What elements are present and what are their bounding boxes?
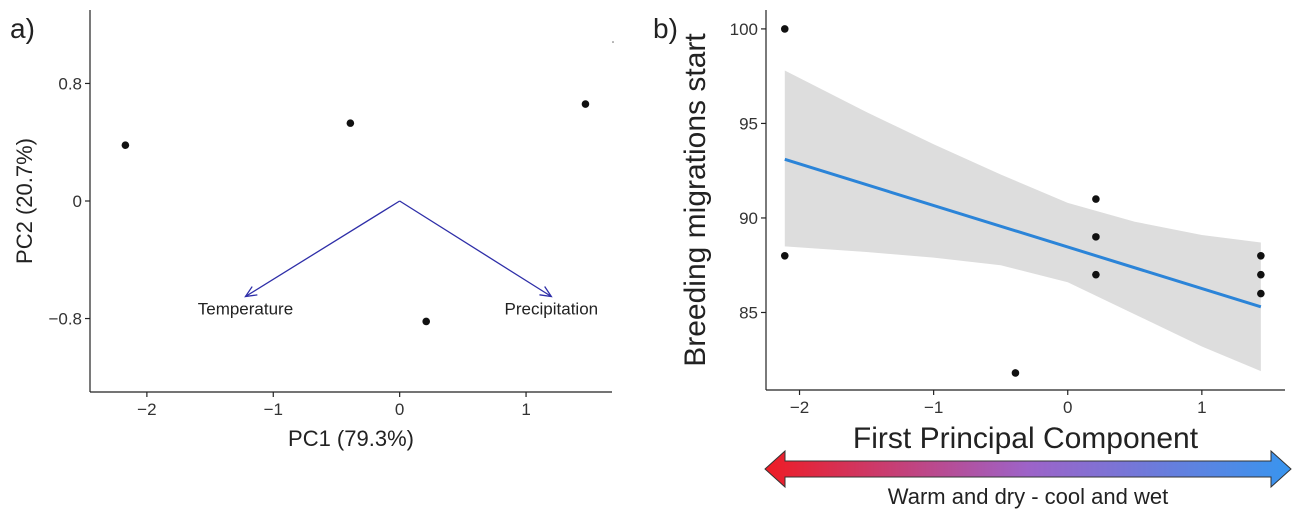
loading-arrowhead [244, 286, 258, 298]
gradient-arrow-label: Warm and dry - cool and wet [888, 484, 1168, 509]
y-tick-label: −0.8 [48, 310, 82, 329]
y-tick-label: 85 [739, 304, 758, 323]
pca-point [346, 119, 355, 127]
panel-a-label: a) [10, 13, 35, 44]
migration-point [1257, 251, 1265, 260]
loading-arrow-precipitation [399, 200, 552, 298]
x-tick-label: −2 [790, 398, 809, 417]
regression-line [784, 157, 1262, 309]
pca-point [422, 317, 431, 326]
migration-point [780, 25, 789, 33]
migration-point [1092, 233, 1100, 241]
x-axis-title: First Principal Component [853, 422, 1199, 455]
pca-biplot-panel: a) −2 −1 0 1 −0.8 0 0.8 PC1 (79.3%) PC2 (20.7%) T… [10, 10, 614, 451]
confidence-band [784, 70, 1261, 372]
y-tick-label: 0 [73, 192, 82, 211]
pca-point [121, 141, 130, 149]
migration-point [1092, 195, 1100, 203]
x-tick-label: 0 [395, 400, 404, 419]
x-tick-label: −1 [264, 400, 283, 419]
panel-b-label: b) [653, 13, 678, 44]
y-tick-label: 95 [739, 115, 758, 134]
migration-point [1257, 270, 1265, 279]
migration-point [1092, 270, 1100, 279]
corner-speck [612, 41, 614, 43]
migration-point [1257, 289, 1265, 298]
loading-arrowhead [539, 286, 553, 298]
x-axis-title: PC1 (79.3%) [288, 426, 414, 451]
climate-gradient-arrow: Warm and dry - cool and wet [764, 449, 1292, 509]
migration-point [780, 251, 789, 260]
x-tick-label: 1 [1197, 398, 1206, 417]
x-tick-label: −2 [137, 400, 156, 419]
y-axis-title: Breeding migrations start [679, 33, 712, 367]
loading-label-precipitation: Precipitation [505, 300, 599, 319]
y-tick-label: 90 [739, 209, 758, 228]
x-tick-label: −1 [924, 398, 943, 417]
loading-label-temperature: Temperature [198, 300, 293, 319]
regression-panel: b) −2 −1 0 1 85 90 95 100 First Principal Compon… [653, 10, 1285, 455]
migration-point [1011, 369, 1020, 377]
x-tick-label: 1 [521, 400, 530, 419]
y-tick-label: 0.8 [58, 75, 82, 94]
gradient-arrow-shape [764, 449, 1292, 489]
y-tick-label: 100 [730, 20, 758, 39]
y-axis-title: PC2 (20.7%) [12, 138, 37, 264]
x-tick-label: 0 [1063, 398, 1072, 417]
pca-point [581, 100, 590, 108]
loading-arrow-temperature [245, 200, 401, 298]
